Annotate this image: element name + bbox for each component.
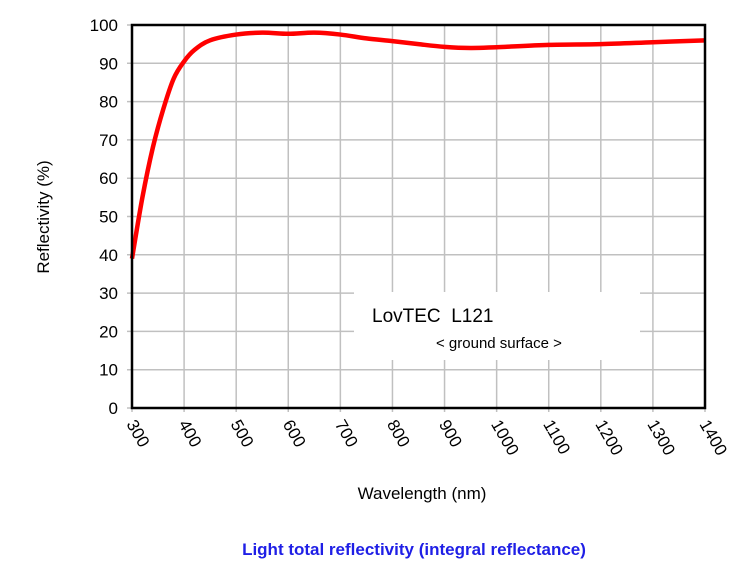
x-tick-label: 300: [123, 417, 154, 451]
y-tick-label: 0: [109, 399, 118, 418]
annotation-product: LovTEC L121: [372, 306, 493, 327]
x-tick-label: 400: [175, 417, 206, 451]
reflectivity-line: [129, 30, 706, 260]
x-tick-label: 1200: [591, 417, 626, 459]
x-tick-label: 1000: [487, 417, 522, 459]
y-tick-label: 30: [99, 284, 118, 303]
x-tick-label: 1100: [539, 417, 574, 458]
y-axis-label: Reflectivity (%): [34, 160, 53, 273]
y-tick-label: 100: [90, 16, 118, 35]
y-tick-label: 60: [99, 169, 118, 188]
y-tick-label: 80: [99, 93, 118, 112]
x-axis-label: Wavelength (nm): [358, 484, 487, 503]
plot-frame: [130, 23, 707, 410]
x-tick-label: 500: [227, 417, 258, 451]
series-layer: [129, 30, 706, 260]
y-tick-label: 90: [99, 54, 118, 73]
x-tick-label: 600: [279, 417, 310, 451]
annotation-box: [354, 292, 640, 360]
x-tick-label: 1400: [696, 417, 731, 459]
y-tick-label: 20: [99, 322, 118, 341]
x-tick-label: 800: [383, 417, 414, 451]
x-tick-label: 700: [331, 417, 362, 451]
tick-labels: 300 400 500 600 700 800 900 1000 1100 1200 1300 140…: [90, 16, 731, 459]
x-tick-label: 1300: [643, 417, 678, 459]
x-tick-label: 900: [435, 417, 466, 451]
y-tick-label: 40: [99, 246, 118, 265]
y-tick-label: 50: [99, 208, 118, 227]
annotation-surface: < ground surface >: [436, 335, 562, 352]
y-tick-label: 10: [99, 361, 118, 380]
y-tick-label: 70: [99, 131, 118, 150]
chart-title: Light total reflectivity (integral refle…: [242, 540, 586, 559]
